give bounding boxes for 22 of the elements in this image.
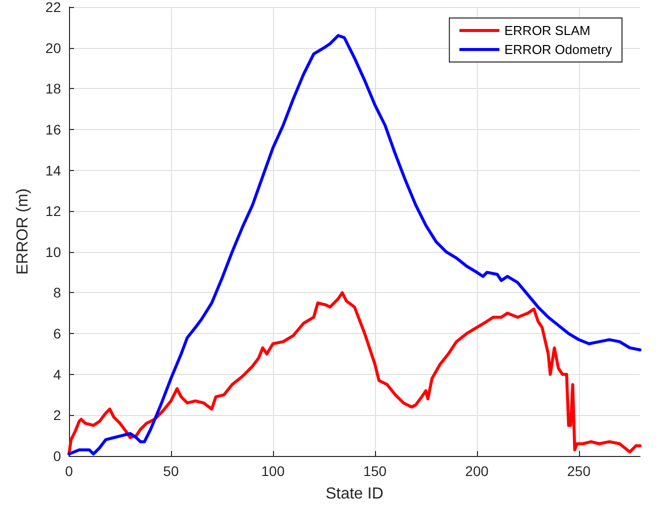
y-tick-label: 0 xyxy=(53,448,62,464)
x-axis-title: State ID xyxy=(326,486,384,502)
y-tick-label: 20 xyxy=(45,40,62,56)
y-tick-label: 16 xyxy=(45,121,62,138)
y-tick-label: 8 xyxy=(53,284,62,301)
x-tick-label: 250 xyxy=(567,463,591,479)
y-tick-label: 6 xyxy=(53,326,62,342)
x-tick-label: 150 xyxy=(363,463,387,479)
y-tick-label: 18 xyxy=(45,80,62,97)
x-tick-label: 200 xyxy=(465,463,489,479)
x-tick-label: 50 xyxy=(163,463,179,479)
y-tick-label: 22 xyxy=(45,0,62,15)
legend-label: ERROR SLAM xyxy=(504,23,590,38)
y-axis-title: ERROR (m) xyxy=(14,188,32,275)
x-tick-label: 100 xyxy=(261,463,285,479)
x-tick-label: 0 xyxy=(65,463,74,479)
y-tick-label: 10 xyxy=(45,244,62,260)
y-tick-label: 2 xyxy=(53,407,62,424)
legend-label: ERROR Odometry xyxy=(504,42,612,57)
y-tick-label: 14 xyxy=(45,162,62,178)
y-tick-label: 12 xyxy=(45,203,62,220)
y-tick-label: 4 xyxy=(53,366,62,382)
